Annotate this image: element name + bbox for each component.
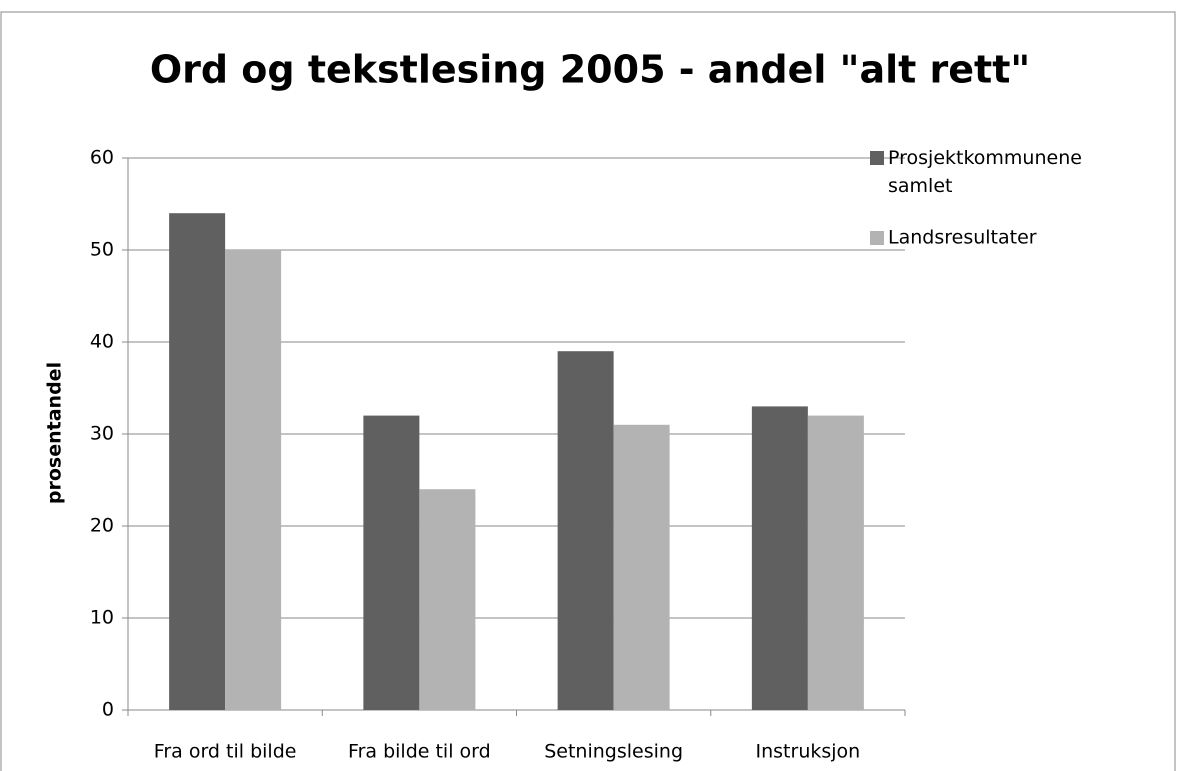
chart-title: Ord og tekstlesing 2005 - andel "alt ret… — [150, 48, 1030, 92]
y-tick-label: 20 — [90, 515, 114, 537]
bar — [751, 406, 808, 710]
bar — [363, 415, 420, 710]
x-tick-label: Instruksjon — [756, 741, 861, 763]
x-tick-label: Fra bilde til ord — [348, 741, 491, 763]
bar — [419, 489, 476, 710]
bar — [807, 415, 864, 710]
x-tick-label: Fra ord til bilde — [154, 741, 297, 763]
bar — [613, 424, 670, 710]
y-tick-label: 0 — [102, 699, 114, 721]
legend-swatch — [870, 151, 884, 165]
y-tick-label: 40 — [90, 331, 114, 353]
y-axis-label: prosentandel — [44, 362, 66, 504]
legend-label: Prosjektkommunene samlet — [888, 147, 1082, 197]
x-tick-label: Setningslesing — [544, 741, 683, 763]
legend-swatch — [870, 231, 884, 245]
bar — [225, 250, 282, 710]
bar — [557, 351, 614, 710]
y-tick-label: 60 — [90, 147, 114, 169]
y-tick-label: 10 — [90, 607, 114, 629]
y-tick-label: 50 — [90, 239, 114, 261]
bar — [169, 213, 226, 710]
legend-label: Landsresultater — [888, 227, 1037, 249]
y-tick-label: 30 — [90, 423, 114, 445]
